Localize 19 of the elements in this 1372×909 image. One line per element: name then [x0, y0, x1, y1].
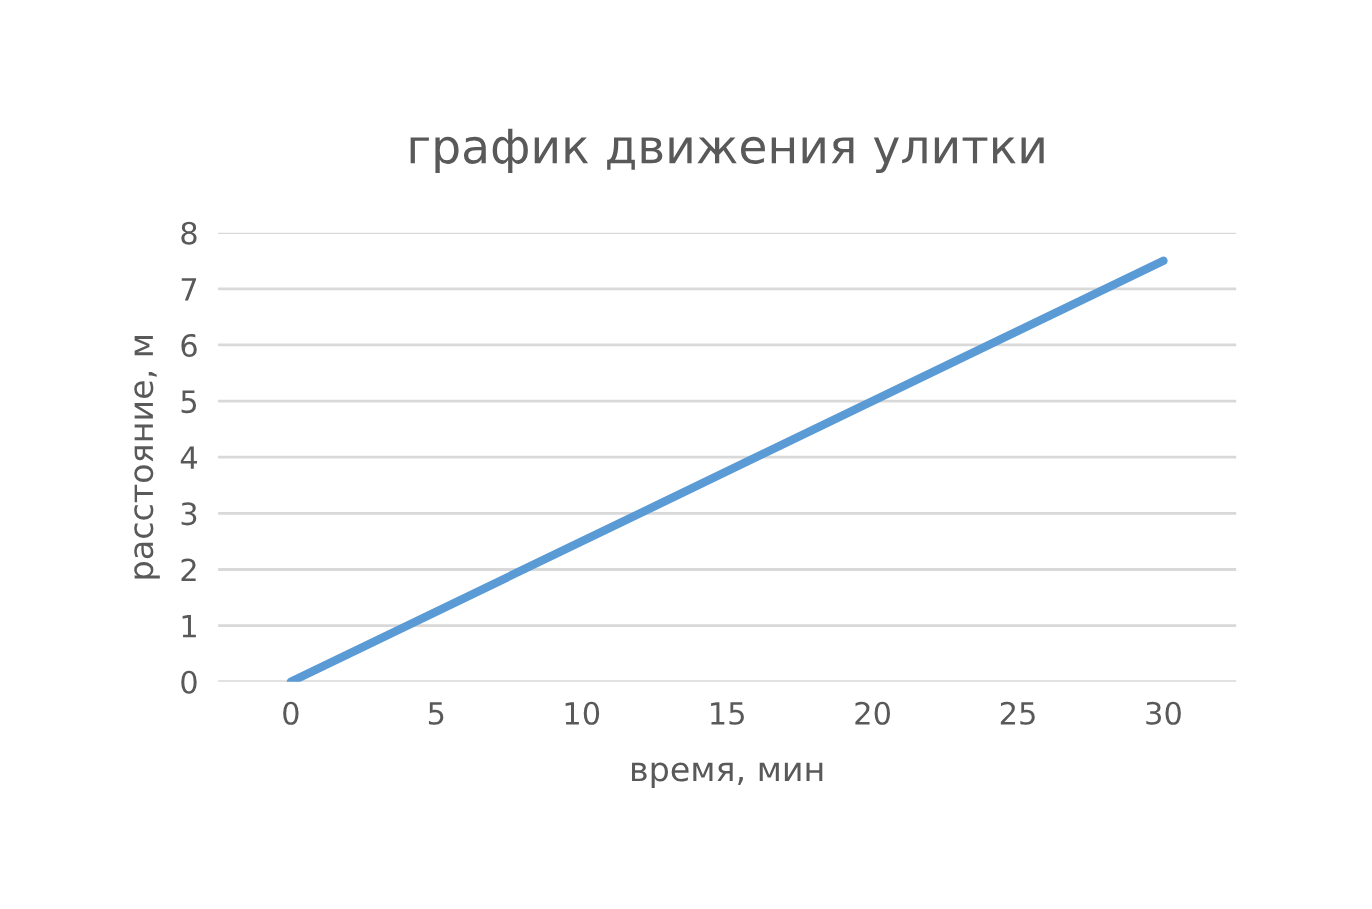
y-tick-label: 3 — [181, 502, 197, 526]
y-tick-label: 8 — [181, 221, 197, 245]
chart-title: график движения улитки — [410, 128, 1044, 174]
y-tick-label: 4 — [180, 446, 197, 469]
y-tick-label: 5 — [181, 390, 197, 414]
x-tick-label: 15 — [711, 702, 744, 725]
y-tick-label: 0 — [181, 670, 197, 694]
x-tick-label: 0 — [283, 701, 299, 725]
x-axis-title: время, мин — [632, 762, 823, 789]
y-tick-label: 2 — [181, 558, 196, 582]
x-tick-label: 25 — [1000, 701, 1035, 725]
y-tick-label: 7 — [181, 278, 197, 301]
y-tick-label: 1 — [182, 614, 196, 638]
x-tick-label: 30 — [1146, 701, 1181, 725]
x-tick-label: 5 — [428, 702, 444, 725]
x-tick-label: 10 — [565, 701, 600, 725]
x-tick-label: 20 — [855, 701, 890, 725]
y-axis-title: расстояние, м — [134, 336, 160, 579]
y-tick-label: 6 — [181, 333, 197, 358]
